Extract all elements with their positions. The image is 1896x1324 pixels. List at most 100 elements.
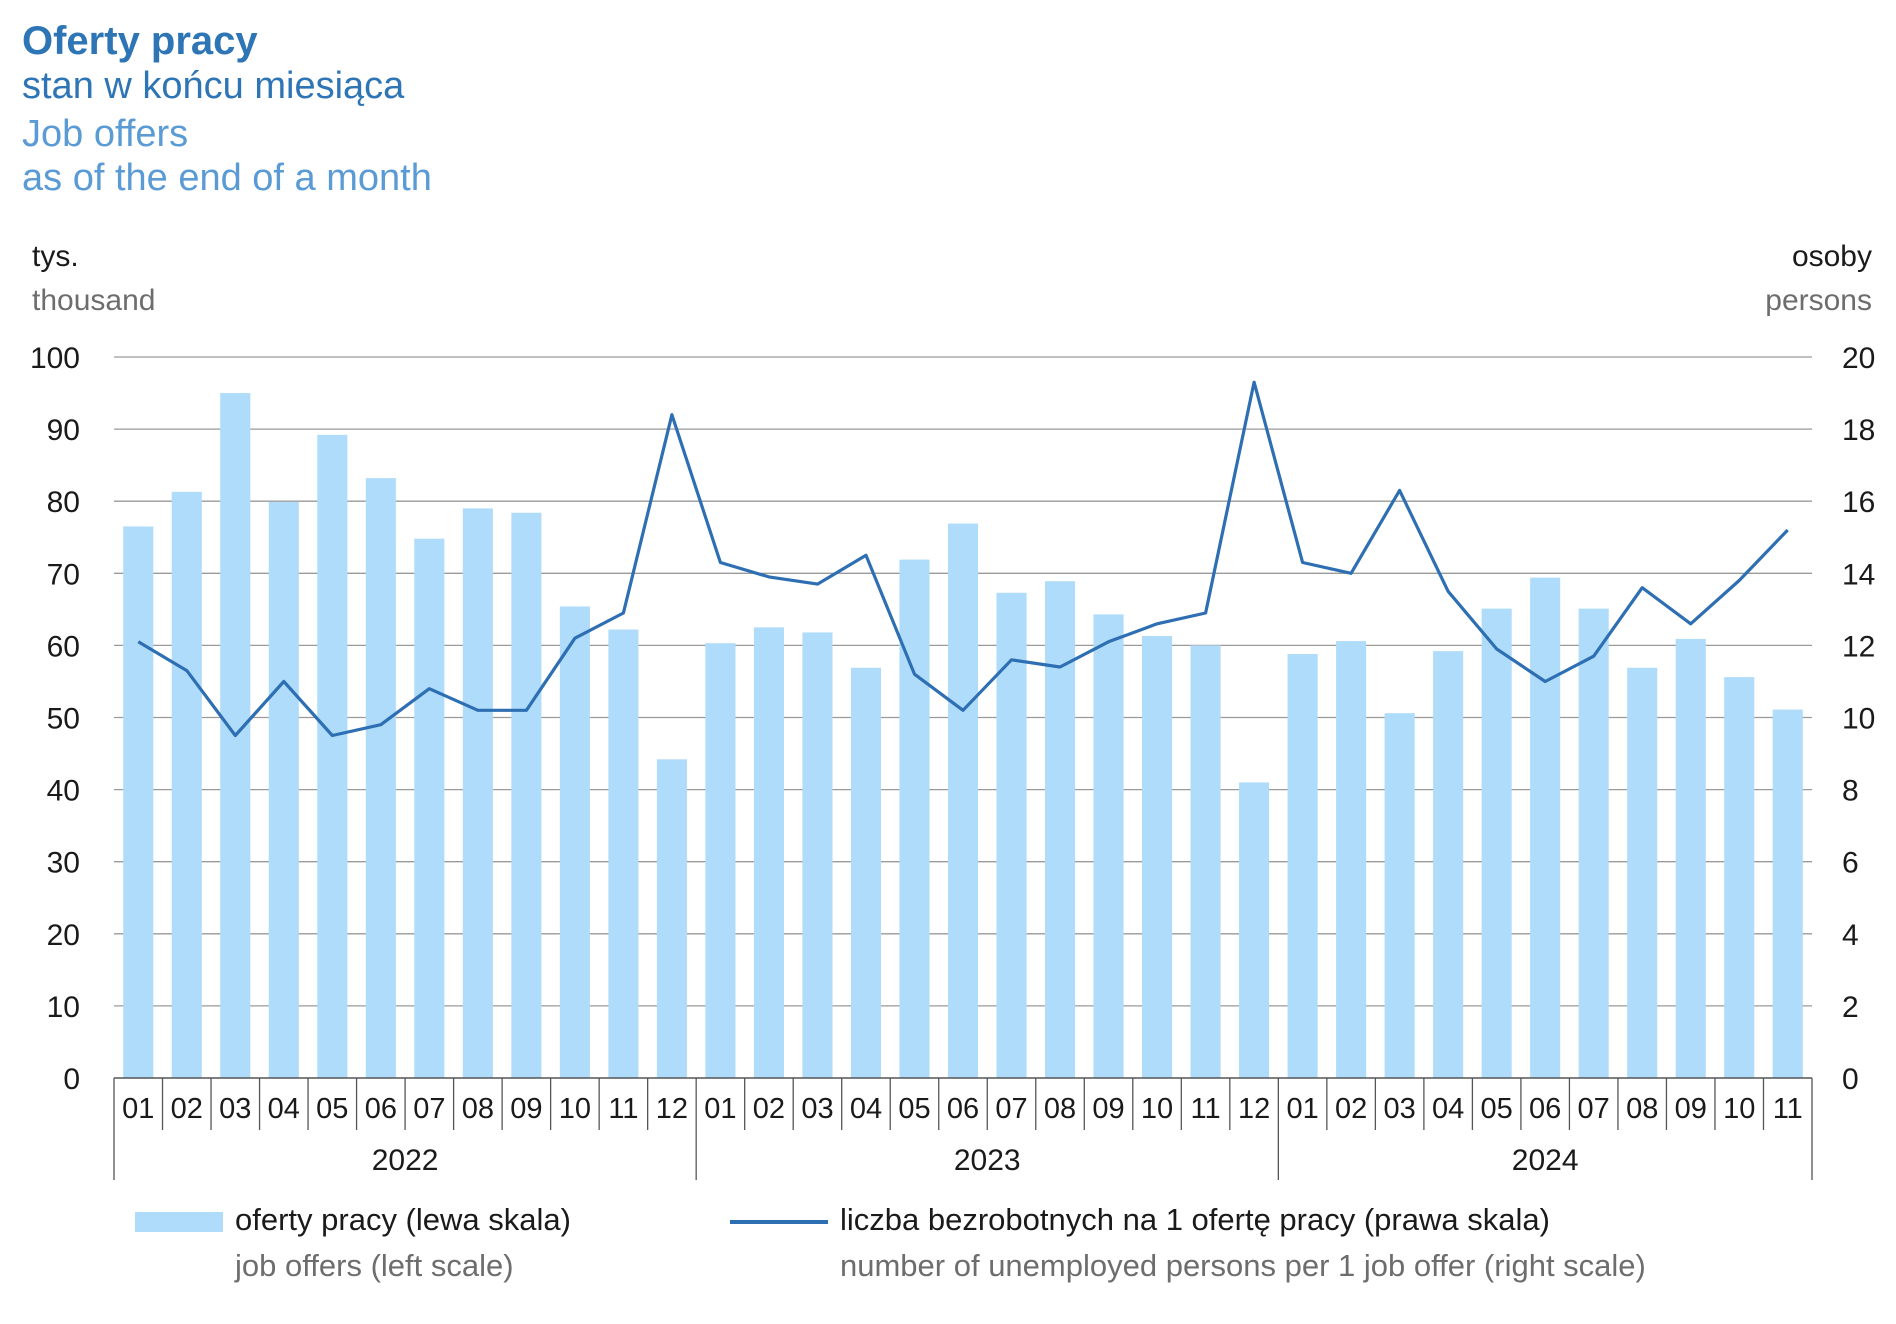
legend-item-line: liczba bezrobotnych na 1 ofertę pracy (p… — [730, 1200, 1646, 1286]
x-tick-label: 02 — [171, 1093, 203, 1125]
bar — [996, 592, 1027, 1078]
bar — [511, 512, 542, 1078]
legend-swatch-bars — [135, 1212, 223, 1232]
bar — [899, 559, 930, 1078]
x-axis: 01 02 03 04 05 06 07 08 09 10 11 12 01 02 03 04 05 06 07 08… — [113, 1077, 1813, 1180]
left-tick-label: 0 — [63, 1063, 80, 1096]
bar — [462, 508, 493, 1078]
bar — [947, 523, 979, 1078]
right-tick-label: 10 — [1842, 703, 1875, 736]
right-tick-label: 16 — [1842, 486, 1875, 519]
left-tick-label: 50 — [47, 703, 80, 736]
x-tick-label: 06 — [1529, 1093, 1561, 1125]
x-tick-label: 10 — [1141, 1093, 1173, 1125]
x-tick-label: 06 — [365, 1093, 397, 1125]
left-tick-label: 60 — [47, 630, 80, 663]
chart-title-block: Oferty pracy stan w końcu miesiąca Job o… — [22, 18, 432, 200]
x-tick-label: 01 — [704, 1093, 736, 1125]
left-tick-label: 30 — [47, 847, 80, 880]
x-tick-label: 07 — [413, 1093, 445, 1125]
right-tick-label: 0 — [1842, 1063, 1859, 1096]
left-tick-label: 90 — [47, 414, 80, 447]
x-tick-label: 10 — [559, 1093, 591, 1125]
x-tick-label: 05 — [1481, 1093, 1513, 1125]
bar — [802, 632, 833, 1078]
bar — [1481, 608, 1512, 1078]
bar — [1433, 651, 1464, 1078]
legend-swatch-line — [730, 1220, 828, 1224]
left-tick-label: 40 — [47, 775, 80, 808]
right-tick-label: 6 — [1842, 847, 1859, 880]
x-tick-label: 06 — [947, 1093, 979, 1125]
bar — [1093, 614, 1124, 1078]
right-tick-label: 4 — [1842, 919, 1859, 952]
left-tick-label: 80 — [47, 486, 80, 519]
x-tick-label: 12 — [1238, 1093, 1270, 1125]
x-tick-label: 08 — [462, 1093, 494, 1125]
chart-subtitle-en: as of the end of a month — [22, 157, 432, 199]
bar — [365, 478, 396, 1078]
bar-series — [123, 393, 1803, 1078]
legend-item-bars: oferty pracy (lewa skala) job offers (le… — [135, 1200, 571, 1286]
bar — [1530, 577, 1561, 1078]
x-tick-label: 01 — [1286, 1093, 1318, 1125]
left-axis-unit-pl: tys. — [32, 240, 79, 273]
x-tick-label: 12 — [656, 1093, 688, 1125]
bar — [1142, 636, 1173, 1078]
x-tick-label: 09 — [510, 1093, 542, 1125]
x-tick-label: 09 — [1675, 1093, 1707, 1125]
legend-label-line-pl: liczba bezrobotnych na 1 ofertę pracy (p… — [840, 1202, 1550, 1237]
bar — [559, 606, 590, 1078]
year-label: 2022 — [372, 1144, 439, 1177]
left-axis-ticks: 0 10 20 30 40 50 60 70 80 90 100 — [30, 342, 80, 1096]
bar — [705, 643, 736, 1078]
right-axis-ticks: 0 2 4 6 8 10 12 14 16 18 20 — [1842, 342, 1875, 1096]
bar — [1287, 654, 1318, 1078]
x-tick-label: 11 — [1191, 1093, 1221, 1125]
bar — [1190, 645, 1221, 1078]
left-tick-label: 70 — [47, 558, 80, 591]
left-axis-unit-en: thousand — [32, 284, 155, 317]
chart-subtitle-pl: stan w końcu miesiąca — [22, 65, 405, 107]
bar — [1772, 709, 1803, 1078]
x-tick-label: 08 — [1626, 1093, 1658, 1125]
legend-label-bars-pl: oferty pracy (lewa skala) — [235, 1202, 571, 1237]
bar — [850, 667, 882, 1078]
x-tick-label: 09 — [1092, 1093, 1124, 1125]
bar — [1336, 641, 1367, 1078]
right-tick-label: 12 — [1842, 630, 1875, 663]
line-series — [137, 380, 1789, 738]
left-tick-label: 10 — [47, 991, 80, 1024]
x-tick-label: 05 — [316, 1093, 348, 1125]
x-tick-label: 02 — [1335, 1093, 1367, 1125]
bar — [1724, 677, 1755, 1078]
bar — [1578, 608, 1609, 1078]
bar — [1044, 581, 1076, 1078]
legend-label-line-en: number of unemployed persons per 1 job o… — [840, 1248, 1646, 1283]
bar — [656, 759, 687, 1078]
bar — [414, 538, 445, 1078]
year-label: 2024 — [1512, 1144, 1579, 1177]
bar — [753, 627, 784, 1078]
x-tick-label: 10 — [1723, 1093, 1755, 1125]
x-tick-label: 07 — [1578, 1093, 1610, 1125]
x-tick-label: 07 — [995, 1093, 1027, 1125]
bar — [1627, 667, 1658, 1078]
bar — [317, 434, 348, 1078]
right-tick-label: 14 — [1842, 558, 1875, 591]
right-axis-unit-en: persons — [1765, 284, 1872, 317]
bar — [1239, 782, 1270, 1078]
x-tick-label: 03 — [219, 1093, 251, 1125]
bar — [123, 526, 154, 1078]
left-tick-label: 100 — [30, 342, 80, 375]
bar — [608, 629, 639, 1078]
x-tick-label: 08 — [1044, 1093, 1076, 1125]
right-tick-label: 8 — [1842, 775, 1859, 808]
legend-label-bars-en: job offers (left scale) — [235, 1248, 514, 1283]
chart-title-pl: Oferty pracy — [22, 19, 258, 63]
right-tick-label: 2 — [1842, 991, 1859, 1024]
x-tick-label: 02 — [753, 1093, 785, 1125]
right-tick-label: 20 — [1842, 342, 1875, 375]
right-axis-unit-pl: osoby — [1792, 240, 1872, 273]
year-label: 2023 — [954, 1144, 1021, 1177]
